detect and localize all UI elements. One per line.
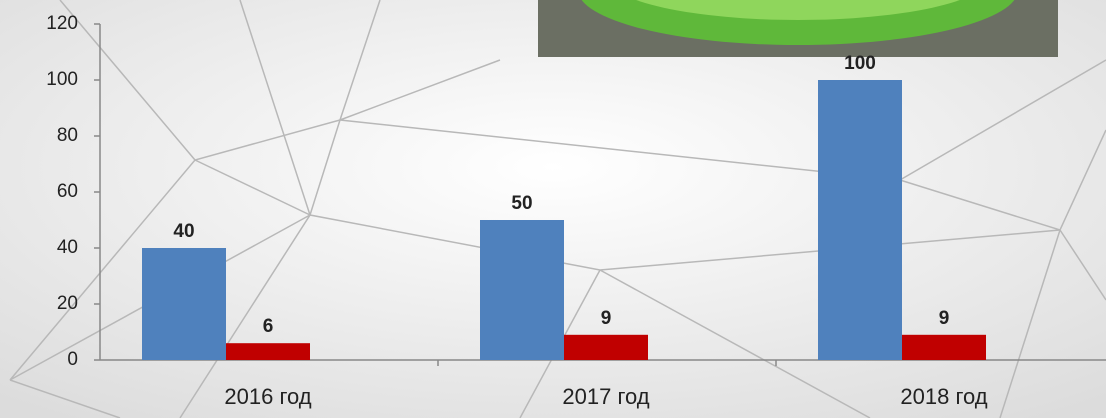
value-label: 40 xyxy=(173,221,194,242)
x-tick-label: 2017 год xyxy=(562,384,649,409)
value-label: 100 xyxy=(844,53,876,74)
photo xyxy=(538,0,1058,57)
bar xyxy=(564,335,648,360)
bar xyxy=(902,335,986,360)
y-tick-label: 100 xyxy=(46,69,78,90)
bar xyxy=(818,80,902,360)
y-tick-label: 0 xyxy=(67,349,78,370)
y-tick-label: 20 xyxy=(57,293,78,314)
x-tick-label: 2018 год xyxy=(900,384,987,409)
value-label: 50 xyxy=(511,193,532,214)
y-tick-label: 60 xyxy=(57,181,78,202)
chart: 0 20 40 60 80 100 120 2016 год 40 6 2017 год 50 9 201… xyxy=(0,0,1106,418)
bar xyxy=(480,220,564,360)
y-tick-label: 120 xyxy=(46,13,78,34)
bar xyxy=(226,343,310,360)
value-label: 6 xyxy=(263,316,274,337)
x-tick-label: 2016 год xyxy=(224,384,311,409)
value-label: 9 xyxy=(601,308,612,329)
y-tick-label: 80 xyxy=(57,125,78,146)
y-tick-label: 40 xyxy=(57,237,78,258)
value-label: 9 xyxy=(939,308,950,329)
bar xyxy=(142,248,226,360)
